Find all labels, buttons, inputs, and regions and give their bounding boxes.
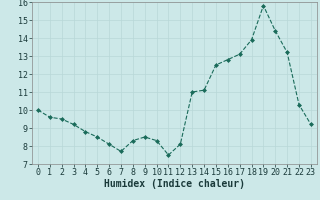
X-axis label: Humidex (Indice chaleur): Humidex (Indice chaleur) — [104, 179, 245, 189]
